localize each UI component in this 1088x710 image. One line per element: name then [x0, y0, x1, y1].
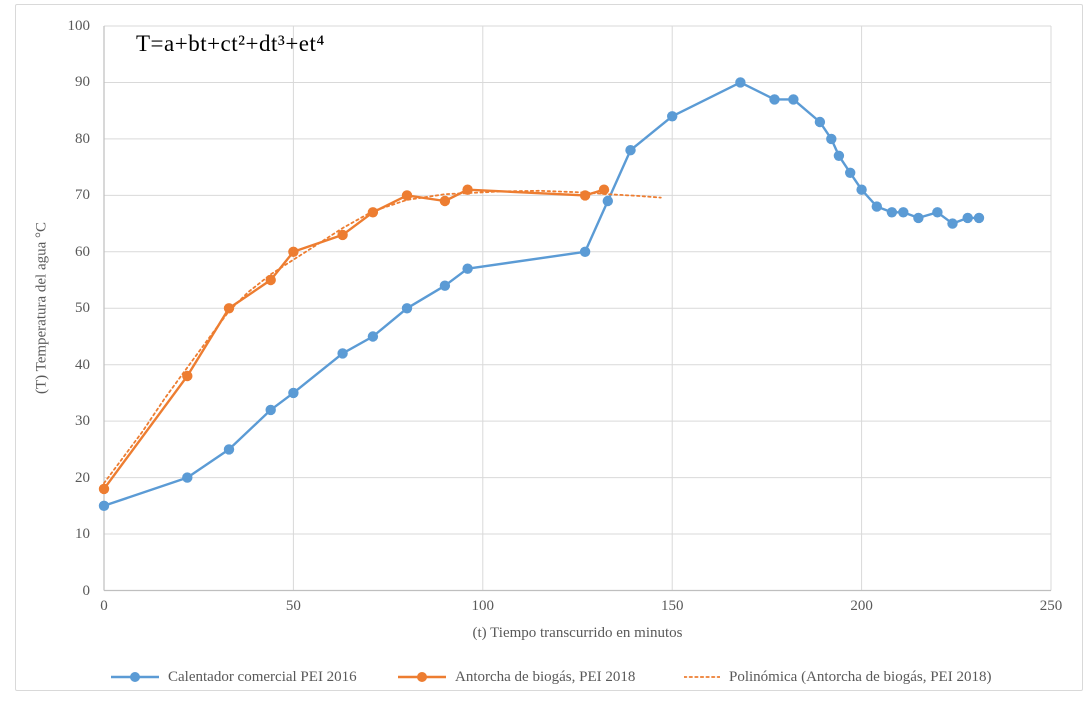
series-line-0 — [102, 81, 981, 507]
data-point — [401, 303, 413, 314]
data-point — [833, 150, 845, 161]
series-line-2 — [103, 189, 662, 485]
series-line-1 — [102, 188, 606, 491]
data-point — [579, 246, 591, 257]
data-point — [826, 133, 837, 145]
data-point — [973, 212, 985, 224]
data-point — [788, 94, 799, 105]
data-point — [462, 263, 473, 274]
data-point — [735, 77, 746, 88]
data-point — [439, 195, 451, 207]
data-point — [814, 116, 826, 128]
data-point — [288, 387, 299, 399]
data-point — [98, 500, 110, 511]
formula-annotation: T=a+bt+ct²+dt³+et⁴ — [136, 31, 325, 56]
plot-area — [98, 25, 1052, 592]
data-point — [223, 444, 235, 455]
data-point — [337, 348, 348, 359]
data-point — [367, 331, 379, 342]
data-point — [913, 212, 924, 224]
data-point — [223, 303, 235, 314]
data-point — [667, 111, 678, 122]
data-point — [856, 184, 867, 195]
y-axis-title: (T) Temperatura del agua °C — [33, 221, 50, 395]
data-point — [769, 94, 780, 105]
data-point — [401, 190, 413, 201]
data-point — [625, 145, 636, 156]
data-point — [932, 207, 943, 218]
data-point — [367, 207, 379, 218]
data-point — [602, 195, 613, 207]
data-point — [598, 184, 610, 195]
data-point — [962, 212, 973, 224]
data-point — [182, 472, 193, 483]
data-point — [439, 280, 451, 291]
data-point — [288, 246, 299, 257]
data-point — [886, 207, 898, 218]
data-point — [265, 404, 276, 416]
data-point — [871, 201, 882, 212]
chart-frame[interactable]: T=a+bt+ct²+dt³+et⁴ (T) Temperatura del a… — [15, 4, 1083, 691]
data-point — [337, 229, 348, 241]
data-point — [182, 370, 193, 382]
x-axis-title: (t) Tiempo transcurrido en minutos — [472, 625, 683, 641]
data-point — [947, 218, 958, 229]
data-point — [845, 167, 856, 178]
data-point — [98, 483, 110, 495]
data-point — [898, 207, 909, 218]
